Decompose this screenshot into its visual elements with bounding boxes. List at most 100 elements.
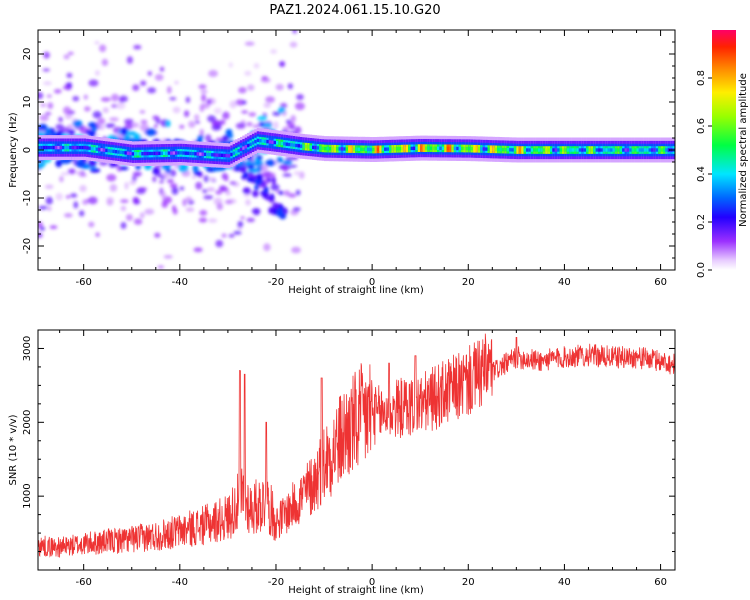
- spectrogram-cell: [350, 147, 354, 151]
- spectrogram-cell: [265, 159, 276, 167]
- spectrogram-cell: [64, 113, 73, 120]
- spectrogram-cell: [158, 151, 161, 155]
- spectrogram-cell: [324, 146, 327, 151]
- spectrogram-cell: [437, 146, 440, 150]
- spectrogram-cell: [49, 225, 58, 230]
- spectrogram-cell: [453, 146, 457, 151]
- spectrogram-cell: [88, 122, 97, 128]
- spectrogram-cell: [215, 153, 219, 157]
- spectrogram-cell: [131, 152, 135, 156]
- x-tick-label: 20: [462, 577, 475, 588]
- spectrogram-cell: [538, 148, 541, 152]
- spectrogram-cell: [147, 87, 157, 94]
- spectrogram-cell: [148, 151, 152, 156]
- snr-panel: -60 -40 -20 0 20 40 60 1000 2000 3000 Height of s…: [8, 329, 676, 596]
- spectrogram-cell: [47, 145, 51, 150]
- spectrogram-cell: [215, 239, 224, 248]
- spectrogram-cell: [294, 126, 302, 134]
- y-tick-label: 2000: [22, 410, 33, 435]
- spectrogram-cell: [206, 187, 216, 192]
- spectrogram-cell: [172, 151, 176, 155]
- spectrogram-cell: [166, 86, 172, 94]
- spectrogram-cell: [208, 69, 219, 78]
- spectrogram-cell: [614, 148, 618, 152]
- spectrogram-cell: [229, 100, 237, 109]
- spectrogram-cell: [200, 102, 211, 109]
- spectrogram-cell: [444, 146, 447, 150]
- spectrogram-cell: [501, 147, 505, 152]
- spectrogram-cell: [410, 146, 414, 151]
- spectrogram-cell: [362, 147, 366, 151]
- spectrogram-cell: [46, 94, 52, 98]
- spectrogram-cell: [588, 148, 592, 152]
- spectrogram-cell: [88, 221, 95, 228]
- snr-y-axis-label: SNR (10 * v/v): [8, 414, 19, 485]
- spectrogram-cell: [266, 178, 272, 183]
- spectrogram-cell: [216, 203, 223, 211]
- spectrogram-cell: [253, 63, 260, 69]
- spectrogram-cell: [58, 116, 63, 123]
- spectrogram-cell: [287, 83, 293, 90]
- colorbar-ticks: 0.0 0.2 0.4 0.6 0.8: [696, 70, 712, 278]
- spectrogram-cell: [278, 190, 284, 195]
- spectrogram-cell: [188, 120, 195, 128]
- spectrogram-cell: [117, 150, 120, 154]
- spectrogram-cell: [191, 175, 197, 179]
- spectrogram-cell: [119, 150, 123, 154]
- x-tick-label: 20: [462, 277, 475, 288]
- spectrogram-cell: [208, 218, 218, 223]
- spectrogram-cell: [112, 149, 116, 154]
- spectrogram-cell: [183, 110, 190, 118]
- spectrogram-cell: [367, 147, 370, 152]
- spectrogram-cell: [244, 70, 252, 76]
- spectrogram-cell: [152, 115, 160, 120]
- spectrogram-cell: [598, 148, 601, 152]
- spectrogram-cell: [355, 147, 358, 151]
- spectrogram-cell: [79, 210, 85, 217]
- spectrogram-cell: [143, 151, 147, 156]
- spectrogram-cell: [98, 124, 106, 131]
- spectrogram-cell: [150, 273, 157, 280]
- spectrogram-cell: [246, 177, 254, 183]
- spectrogram-cell: [413, 146, 416, 150]
- spectrogram-cell: [254, 184, 259, 191]
- spectrogram-cell: [278, 61, 285, 67]
- spectrogram-cell: [264, 195, 272, 201]
- spectrogram-cell: [249, 142, 253, 146]
- spectrogram-cell: [40, 103, 47, 108]
- spectrogram-cell: [275, 83, 284, 91]
- spectrogram-cell: [66, 145, 70, 150]
- spectrogram-cell: [290, 143, 294, 147]
- spectrogram-cell: [193, 247, 203, 253]
- spectrogram-cell: [224, 199, 233, 205]
- spectrogram-cell: [415, 146, 419, 150]
- spectrogram-cell: [624, 148, 628, 152]
- spectrogram-cell: [133, 44, 142, 50]
- spectrogram-cell: [477, 147, 481, 151]
- spectrogram-cell: [456, 146, 459, 151]
- spectrogram-cell: [55, 192, 63, 201]
- spectrogram-cell: [271, 176, 276, 185]
- spectrogram-cell: [178, 164, 189, 173]
- spectrogram-cell: [331, 147, 334, 151]
- spectrogram-cell: [139, 212, 145, 219]
- spectrogram-cell: [270, 49, 278, 54]
- spectrogram-cell: [52, 145, 56, 150]
- spectrogram-cell: [247, 84, 255, 91]
- spectrogram-cell: [420, 146, 423, 150]
- x-tick-label: 40: [558, 277, 571, 288]
- spectrogram-cell: [256, 138, 260, 143]
- spectrogram-cell: [74, 145, 77, 150]
- spectrogram-cell: [155, 151, 159, 156]
- spectrogram-cell: [72, 120, 83, 127]
- spectrogram-cell: [235, 150, 238, 154]
- spectrogram-cell: [141, 152, 145, 156]
- spectrogram-cell: [288, 142, 291, 147]
- spectrogram-cell: [199, 209, 208, 216]
- spectrogram-cell: [389, 147, 392, 151]
- spectrogram-cell: [242, 146, 245, 150]
- y-tick-label: -10: [22, 190, 33, 206]
- spectrogram-cell: [53, 89, 62, 94]
- spectrogram-cell: [294, 102, 305, 111]
- spectrogram-cell: [50, 145, 53, 150]
